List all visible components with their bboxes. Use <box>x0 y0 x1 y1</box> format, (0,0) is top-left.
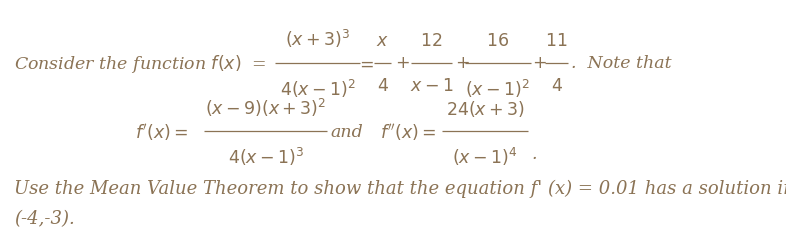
Text: Consider the function $f(x)$  =: Consider the function $f(x)$ = <box>14 53 266 74</box>
Text: .: . <box>531 145 537 162</box>
Text: $+$: $+$ <box>455 55 470 72</box>
Text: $x-1$: $x-1$ <box>410 77 454 94</box>
Text: $4$: $4$ <box>550 77 563 94</box>
Text: Use the Mean Value Theorem to show that the equation f' (x) = 0.01 has a solutio: Use the Mean Value Theorem to show that … <box>14 179 786 197</box>
Text: $=$: $=$ <box>355 55 374 72</box>
Text: $(x-9)(x+3)^2$: $(x-9)(x+3)^2$ <box>205 96 326 118</box>
Text: $f''(x) =$: $f''(x) =$ <box>380 121 437 142</box>
Text: .  Note that: . Note that <box>571 55 671 72</box>
Text: $4(x-1)^3$: $4(x-1)^3$ <box>228 145 303 167</box>
Text: $4(x-1)^2$: $4(x-1)^2$ <box>280 77 355 99</box>
Text: $+$: $+$ <box>395 55 410 72</box>
Text: $16$: $16$ <box>486 33 509 50</box>
Text: $(x+3)^3$: $(x+3)^3$ <box>285 28 350 50</box>
Text: (-4,-3).: (-4,-3). <box>14 209 75 227</box>
Text: $+$: $+$ <box>532 55 547 72</box>
Text: $(x-1)^2$: $(x-1)^2$ <box>465 77 530 99</box>
Text: $f'(x) =$: $f'(x) =$ <box>135 121 189 142</box>
Text: $x$: $x$ <box>376 33 389 50</box>
Text: $4$: $4$ <box>376 77 389 94</box>
Text: $12$: $12$ <box>421 33 443 50</box>
Text: $11$: $11$ <box>545 33 567 50</box>
Text: $(x-1)^4$: $(x-1)^4$ <box>452 145 518 167</box>
Text: $24(x+3)$: $24(x+3)$ <box>446 98 524 118</box>
Text: and: and <box>331 123 364 140</box>
